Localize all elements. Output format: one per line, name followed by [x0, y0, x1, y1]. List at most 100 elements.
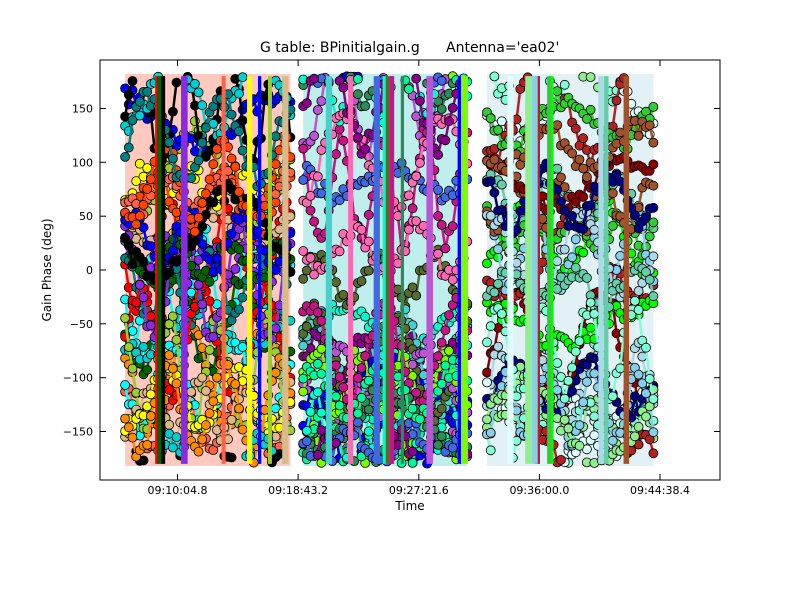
data-point: [338, 135, 349, 146]
data-point: [648, 180, 659, 191]
data-point: [138, 292, 149, 303]
data-point: [585, 322, 596, 333]
data-point: [234, 88, 244, 99]
data-point: [234, 126, 244, 137]
data-point: [145, 320, 156, 331]
data-point: [552, 163, 563, 174]
data-point: [127, 363, 138, 374]
data-point: [607, 188, 618, 199]
data-point: [230, 379, 241, 390]
data-point: [123, 89, 134, 100]
data-point: [312, 449, 323, 460]
data-point: [360, 351, 371, 362]
x-tick-label: 09:27:21.6: [389, 484, 449, 497]
data-point: [301, 425, 312, 436]
data-point: [482, 414, 492, 425]
y-tick-label: 50: [79, 210, 93, 223]
data-point: [237, 72, 248, 83]
data-point: [493, 341, 504, 352]
y-tick-label: 100: [72, 156, 93, 169]
data-point: [189, 226, 200, 237]
data-point: [312, 387, 323, 398]
data-point: [585, 297, 596, 308]
data-point: [574, 154, 585, 165]
data-point: [316, 425, 327, 436]
data-point: [567, 210, 577, 221]
data-point: [270, 159, 281, 170]
data-point: [298, 386, 309, 397]
data-point: [411, 216, 422, 227]
data-point: [197, 372, 208, 383]
data-point: [482, 367, 492, 378]
data-point: [197, 100, 208, 111]
data-point: [167, 153, 178, 164]
data-point: [301, 321, 312, 332]
data-point: [356, 363, 367, 373]
data-point: [230, 264, 241, 274]
data-point: [436, 75, 447, 86]
data-point: [331, 437, 341, 448]
data-point: [582, 272, 592, 283]
data-point: [193, 155, 204, 166]
data-point: [482, 337, 492, 348]
data-point: [230, 161, 241, 172]
data-point: [489, 187, 500, 198]
data-point: [142, 439, 153, 450]
data-point: [298, 273, 309, 284]
data-point: [552, 256, 563, 267]
data-point: [403, 224, 414, 235]
data-point: [331, 391, 341, 402]
data-point: [644, 120, 655, 131]
data-point: [142, 86, 153, 97]
data-point: [407, 203, 418, 214]
data-point: [363, 426, 374, 437]
data-point: [134, 110, 145, 121]
data-point: [197, 221, 208, 232]
data-point: [489, 71, 500, 82]
data-point: [120, 413, 130, 424]
data-point: [309, 269, 320, 280]
y-tick-label: −50: [70, 318, 93, 331]
data-point: [585, 200, 596, 211]
data-point: [298, 175, 309, 185]
data-point: [204, 345, 215, 355]
data-point: [485, 427, 496, 438]
data-point: [131, 297, 142, 308]
data-point: [208, 197, 219, 208]
data-point: [582, 376, 592, 387]
data-point: [186, 260, 197, 271]
data-point: [138, 200, 149, 210]
data-point: [585, 104, 596, 115]
data-point: [234, 403, 244, 414]
data-point: [120, 380, 130, 390]
data-point: [611, 95, 622, 106]
data-point: [552, 86, 563, 96]
data-point: [270, 197, 281, 208]
data-point: [648, 448, 659, 459]
y-tick-label: −100: [63, 372, 93, 385]
data-point: [234, 186, 244, 197]
data-point: [485, 445, 496, 456]
data-point: [589, 308, 600, 319]
scan-1: [120, 71, 296, 468]
data-point: [305, 190, 316, 201]
data-point: [570, 123, 581, 134]
data-point: [164, 137, 175, 148]
data-point: [208, 396, 219, 407]
data-point: [615, 176, 626, 187]
data-point: [211, 253, 222, 264]
data-point: [633, 421, 644, 432]
data-point: [615, 250, 626, 261]
data-point: [567, 386, 577, 397]
y-axis-title: Gain Phase (deg): [40, 218, 54, 321]
data-point: [489, 287, 500, 298]
y-tick-label: 0: [86, 264, 93, 277]
data-point: [574, 336, 585, 347]
y-tick-label: 150: [72, 103, 93, 116]
data-point: [208, 159, 219, 170]
data-point: [226, 414, 237, 425]
data-point: [316, 407, 327, 418]
data-point: [309, 130, 320, 141]
data-point: [331, 277, 341, 288]
